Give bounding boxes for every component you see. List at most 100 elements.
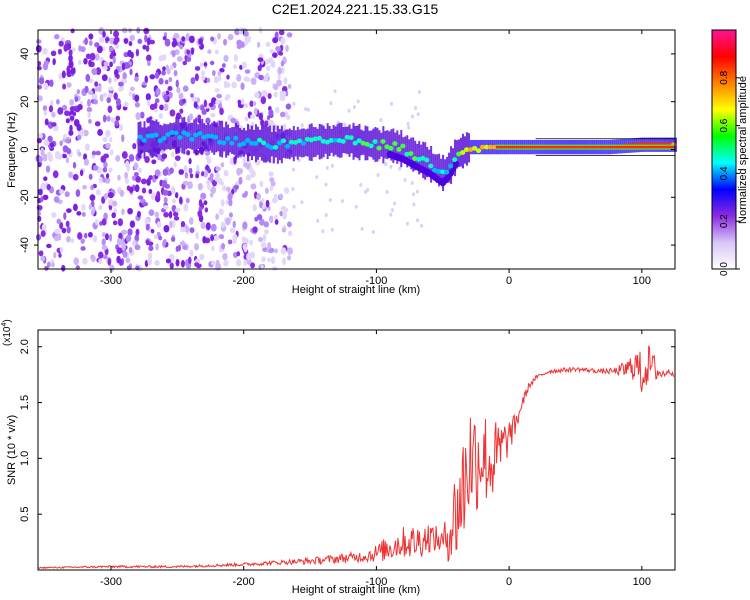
noise-speckle bbox=[108, 167, 113, 173]
noise-speckle bbox=[46, 243, 52, 249]
noise-speckle bbox=[161, 70, 166, 76]
noise-speckle bbox=[233, 184, 239, 190]
noise-speckle bbox=[108, 77, 112, 84]
noise-speckle bbox=[123, 38, 129, 45]
ridge-blob bbox=[268, 145, 275, 150]
ridge-band bbox=[469, 139, 472, 155]
noise-speckle bbox=[109, 264, 115, 273]
ridge-blob bbox=[153, 132, 159, 138]
noise-speckle bbox=[256, 193, 261, 201]
noise-speckle bbox=[61, 70, 66, 79]
noise-speckle bbox=[416, 218, 420, 223]
ridge-blob bbox=[245, 137, 251, 143]
noise-speckle bbox=[174, 207, 181, 213]
noise-speckle bbox=[196, 164, 200, 172]
noise-speckle bbox=[52, 170, 59, 179]
ridge-band bbox=[477, 139, 480, 155]
ridge-blob bbox=[468, 147, 474, 152]
noise-speckle bbox=[193, 101, 198, 109]
ridge-blob bbox=[424, 157, 430, 163]
noise-speckle bbox=[147, 257, 153, 266]
noise-speckle bbox=[252, 226, 258, 233]
noise-speckle bbox=[105, 37, 110, 42]
noise-speckle bbox=[226, 82, 231, 88]
noise-speckle bbox=[88, 40, 93, 46]
noise-speckle bbox=[249, 100, 254, 107]
ridge-band bbox=[306, 128, 309, 157]
ridge-blob bbox=[264, 143, 271, 149]
noise-speckle bbox=[66, 235, 71, 243]
noise-speckle bbox=[65, 118, 70, 124]
noise-speckle bbox=[35, 39, 42, 44]
ridge-band bbox=[436, 154, 439, 183]
noise-speckle bbox=[415, 189, 419, 194]
noise-speckle bbox=[113, 69, 119, 76]
noise-speckle bbox=[169, 167, 174, 174]
noise-speckle bbox=[261, 198, 265, 204]
ridge-band bbox=[280, 125, 283, 164]
noise-speckle bbox=[135, 48, 140, 57]
noise-speckle bbox=[300, 200, 304, 205]
noise-speckle bbox=[292, 204, 296, 209]
noise-speckle bbox=[347, 108, 351, 113]
ridge-blob bbox=[332, 137, 338, 143]
noise-speckle bbox=[282, 257, 286, 266]
ridge-blob bbox=[352, 140, 358, 146]
noise-speckle bbox=[97, 251, 104, 259]
noise-speckle bbox=[137, 38, 143, 44]
noise-speckle bbox=[205, 222, 211, 231]
noise-speckle bbox=[91, 93, 98, 100]
noise-speckle bbox=[83, 57, 88, 65]
noise-speckle bbox=[280, 247, 287, 255]
noise-speckle bbox=[77, 134, 82, 141]
noise-speckle bbox=[59, 140, 63, 147]
ridge-band bbox=[402, 137, 405, 162]
ridge-band bbox=[475, 139, 478, 155]
ridge-blob bbox=[368, 143, 374, 149]
noise-speckle bbox=[58, 253, 62, 258]
noise-speckle bbox=[285, 44, 289, 52]
colorbar-tick-label: 0.0 bbox=[719, 262, 730, 276]
noise-speckle bbox=[185, 33, 190, 41]
noise-speckle bbox=[163, 103, 169, 112]
noise-speckle bbox=[209, 60, 215, 66]
noise-speckle bbox=[127, 228, 133, 236]
noise-speckle bbox=[103, 161, 108, 169]
noise-speckle bbox=[221, 242, 226, 250]
noise-speckle bbox=[155, 87, 161, 96]
noise-speckle bbox=[134, 244, 141, 251]
noise-speckle bbox=[371, 229, 375, 234]
noise-speckle bbox=[165, 258, 172, 264]
noise-speckle bbox=[288, 230, 293, 237]
noise-speckle bbox=[390, 208, 394, 213]
noise-speckle bbox=[107, 105, 113, 113]
noise-speckle bbox=[148, 209, 155, 216]
noise-speckle bbox=[258, 112, 264, 121]
noise-speckle bbox=[240, 82, 245, 91]
ridge-blob bbox=[456, 151, 462, 157]
noise-speckle bbox=[257, 57, 264, 62]
ridge-blob bbox=[400, 143, 406, 149]
ridge-blob bbox=[448, 163, 454, 169]
ridge-blob bbox=[201, 134, 207, 140]
ridge-band bbox=[221, 120, 224, 158]
noise-speckle bbox=[42, 153, 48, 162]
noise-speckle bbox=[80, 246, 86, 251]
noise-speckle bbox=[333, 89, 337, 94]
noise-speckle bbox=[283, 77, 288, 85]
ridge-band bbox=[388, 131, 391, 159]
noise-speckle bbox=[256, 41, 261, 48]
noise-speckle bbox=[102, 167, 108, 173]
ridge-blob bbox=[157, 138, 163, 144]
noise-speckle bbox=[174, 192, 179, 199]
noise-speckle bbox=[190, 93, 194, 98]
noise-speckle bbox=[352, 104, 356, 109]
noise-speckle bbox=[412, 192, 416, 197]
noise-speckle bbox=[269, 185, 274, 192]
noise-speckle bbox=[43, 82, 49, 91]
noise-speckle bbox=[398, 166, 402, 171]
ridge-band bbox=[312, 127, 315, 158]
noise-speckle bbox=[137, 167, 143, 173]
